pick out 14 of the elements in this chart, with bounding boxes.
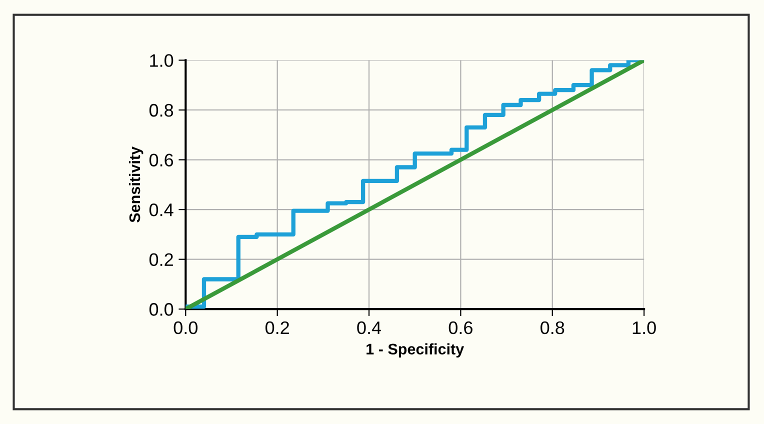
y-tick-label: 0.4 <box>149 203 174 216</box>
y-tick-label: 0.2 <box>149 253 173 266</box>
y-tick-label: 1.0 <box>150 54 174 67</box>
x-tick-label: 0.2 <box>265 321 289 334</box>
x-tick-label: 0.6 <box>448 321 472 334</box>
y-axis-title: Sensitivity <box>128 146 144 222</box>
x-tick-label: 0.4 <box>357 321 382 334</box>
x-axis-title: 1 - Specificity <box>366 343 464 358</box>
x-tick-label: 0.8 <box>540 321 564 334</box>
y-tick-label: 0.0 <box>149 303 174 316</box>
x-tick-label: 1.0 <box>632 321 656 334</box>
y-tick-label: 0.8 <box>149 104 174 117</box>
y-tick-label: 0.6 <box>149 154 174 166</box>
x-tick-label: 0.0 <box>174 321 198 334</box>
